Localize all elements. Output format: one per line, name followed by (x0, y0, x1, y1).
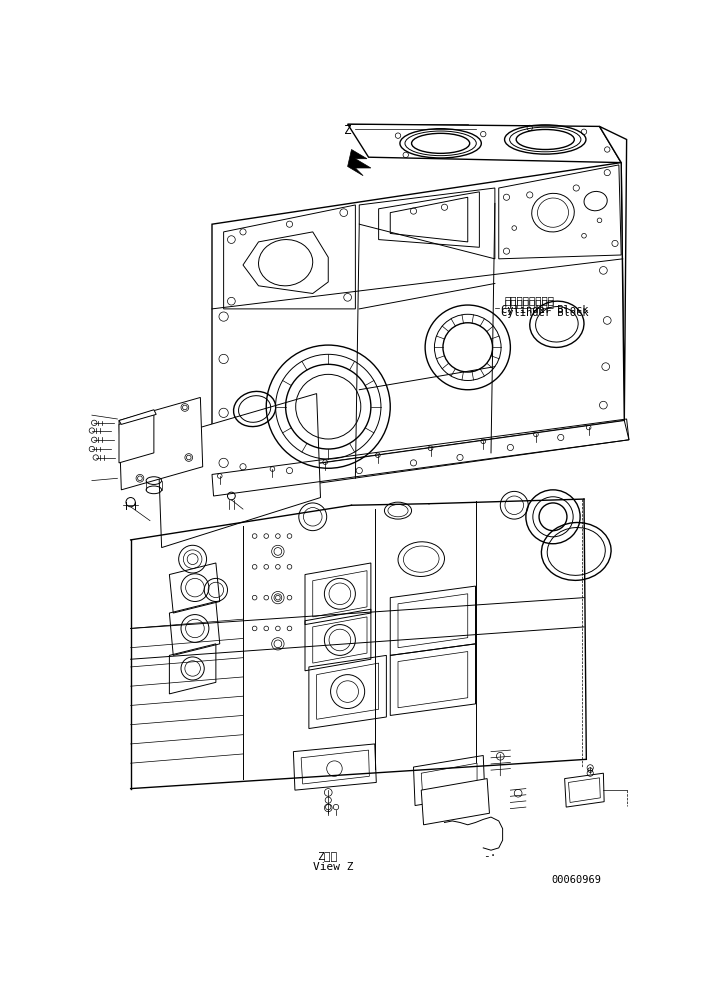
Polygon shape (119, 398, 203, 490)
Polygon shape (212, 421, 629, 498)
Polygon shape (600, 126, 627, 421)
Text: Cylinder Block: Cylinder Block (501, 308, 589, 318)
Text: 00060969: 00060969 (551, 875, 601, 885)
Text: Z: Z (344, 124, 351, 137)
Polygon shape (158, 394, 320, 547)
Text: シリンダブロック: シリンダブロック (504, 295, 554, 305)
Polygon shape (348, 149, 371, 175)
Polygon shape (348, 124, 621, 162)
Text: Z　視: Z 視 (317, 852, 337, 862)
Polygon shape (212, 162, 624, 478)
Polygon shape (119, 415, 154, 463)
Text: -·: -· (483, 852, 497, 862)
Text: View Z: View Z (313, 862, 353, 872)
Polygon shape (119, 410, 156, 425)
Polygon shape (421, 779, 489, 825)
Text: Cylinder Block: Cylinder Block (501, 305, 589, 315)
Text: シリンダブロック: シリンダブロック (504, 299, 554, 309)
